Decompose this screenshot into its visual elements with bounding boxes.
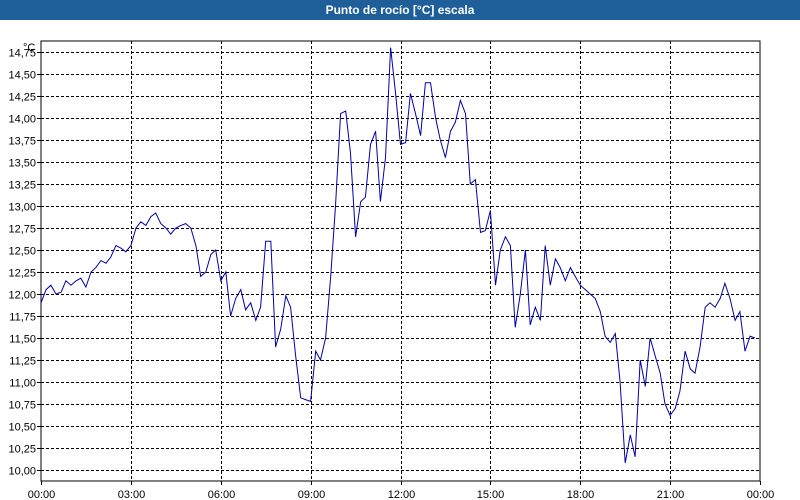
y-tick-label: 12,00 — [8, 290, 36, 302]
y-tick-label: 14,25 — [8, 92, 36, 104]
y-tick-label: 10,25 — [8, 444, 36, 456]
y-axis-ticks: 10,00 10,25 10,50 10,75 11,00 11,25 11,50 11,75… — [8, 48, 41, 478]
y-tick-label: 11,50 — [9, 334, 36, 346]
y-tick-label: 14,75 — [8, 48, 36, 60]
y-tick-label: 12,75 — [8, 224, 36, 236]
y-tick-label: 11,25 — [9, 356, 36, 368]
x-tick-time-label: 09:00 — [298, 489, 326, 500]
series-layer — [40, 47, 756, 464]
y-tick-label: 12,25 — [8, 268, 36, 280]
chart-grid — [41, 41, 760, 481]
y-tick-label: 13,00 — [8, 202, 36, 214]
x-tick-time-label: 18:00 — [567, 489, 595, 500]
x-tick-time-label: 12:00 — [388, 489, 416, 500]
y-tick-label: 13,50 — [8, 158, 36, 170]
x-tick-time-label: 15:00 — [477, 489, 505, 500]
x-tick-time-label: 00:00 — [28, 489, 56, 500]
y-tick-label: 14,00 — [8, 114, 36, 126]
y-tick-label: 14,50 — [8, 70, 36, 82]
plot-area-frame — [40, 40, 761, 482]
y-tick-label: 11,00 — [9, 378, 36, 390]
y-tick-label: 10,75 — [8, 400, 36, 412]
y-tick-label: 10,00 — [8, 466, 36, 478]
x-tick-time-label: 03:00 — [118, 489, 146, 500]
y-tick-label: 10,50 — [8, 422, 36, 434]
y-tick-label: 11,75 — [9, 312, 36, 324]
x-tick-time-label: 00:00 — [747, 489, 775, 500]
y-tick-label: 13,25 — [8, 180, 36, 192]
y-tick-label: 13,75 — [8, 136, 36, 148]
dew-point-chart: °C 10,00 10,25 10,50 10,75 11,00 11,25 11,50 11… — [8, 40, 775, 500]
x-axis-ticks: 00:0005/08/2603:0005/08/2606:0005/08/260… — [28, 481, 775, 500]
y-tick-label: 12,50 — [8, 246, 36, 258]
x-tick-time-label: 06:00 — [208, 489, 236, 500]
y-axis-unit-label: °C — [23, 42, 35, 54]
dew-point-series-line — [40, 47, 756, 464]
chart-title: Punto de rocío [°C] escala — [0, 0, 800, 20]
x-tick-time-label: 21:00 — [657, 489, 685, 500]
